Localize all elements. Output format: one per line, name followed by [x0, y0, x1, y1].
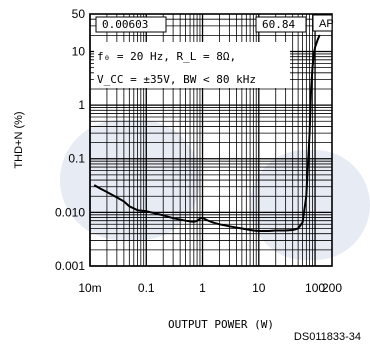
data-point	[275, 229, 277, 232]
annotation-left-value: 0.00603	[102, 18, 148, 31]
x-tick-label: 0.1	[138, 281, 155, 295]
y-tick-label: 10	[72, 44, 86, 58]
x-tick-label: 1	[199, 281, 206, 295]
y-axis-label: THD+N (%)	[13, 111, 25, 168]
data-point	[285, 229, 287, 232]
data-point	[310, 88, 312, 90]
data-point	[241, 227, 243, 230]
data-point	[204, 218, 206, 220]
data-point	[145, 210, 147, 212]
corner-tag-label: AP	[319, 18, 334, 30]
data-point	[189, 220, 191, 222]
y-tick-label: 0.1	[68, 152, 85, 166]
data-point	[123, 200, 125, 203]
data-point	[208, 220, 210, 222]
x-tick-label: 200	[322, 281, 342, 295]
data-point	[99, 187, 101, 189]
data-point	[309, 132, 311, 134]
data-point	[116, 196, 118, 199]
data-point	[305, 195, 307, 197]
data-point	[292, 229, 294, 231]
data-point	[199, 217, 201, 220]
data-point	[172, 217, 174, 219]
data-point	[297, 227, 299, 230]
y-tick-label: 50	[72, 7, 86, 21]
data-point	[106, 191, 108, 193]
data-point	[213, 222, 215, 224]
data-point	[252, 229, 254, 232]
data-point	[128, 205, 130, 207]
x-tick-label: 10	[252, 281, 266, 295]
data-point	[318, 34, 321, 36]
data-point	[311, 67, 314, 69]
y-tick-labels: 0.001 0.010 0.1 1 10 50	[55, 7, 85, 273]
data-point	[301, 221, 304, 224]
annotation-right-value: 60.84	[262, 18, 295, 31]
data-point	[316, 39, 318, 42]
annotation-box-right: 60.84	[255, 16, 307, 33]
data-point	[193, 221, 195, 223]
x-axis-label: OUTPUT POWER (W)	[168, 318, 274, 331]
data-point	[136, 209, 139, 211]
data-point	[196, 220, 198, 222]
condition-line-1: f₀ = 20 Hz, R_L = 8Ω,	[97, 50, 236, 63]
annotation-corner-tag: AP	[312, 14, 334, 32]
data-point	[268, 230, 270, 232]
data-point	[184, 220, 187, 222]
y-tick-label: 1	[78, 98, 85, 112]
y-tick-label: 0.010	[55, 205, 85, 219]
data-point	[228, 225, 230, 227]
data-point	[218, 223, 221, 225]
data-point	[201, 216, 204, 219]
data-point	[155, 212, 157, 215]
data-point	[162, 214, 164, 216]
data-point	[313, 53, 315, 55]
x-tick-label: 10m	[78, 281, 101, 295]
y-tick-label: 0.001	[55, 259, 85, 273]
x-tick-label: 100	[305, 281, 325, 295]
data-point	[314, 46, 316, 48]
data-point	[258, 230, 260, 232]
data-point	[93, 184, 96, 186]
figure-code: DS011833-34	[293, 331, 361, 343]
annotation-box-left: 0.00603	[95, 16, 167, 33]
condition-line-2: V_CC = ±35V, BW < 80 kHz	[97, 73, 256, 86]
series-points	[93, 34, 321, 232]
plot-frame	[89, 13, 333, 267]
